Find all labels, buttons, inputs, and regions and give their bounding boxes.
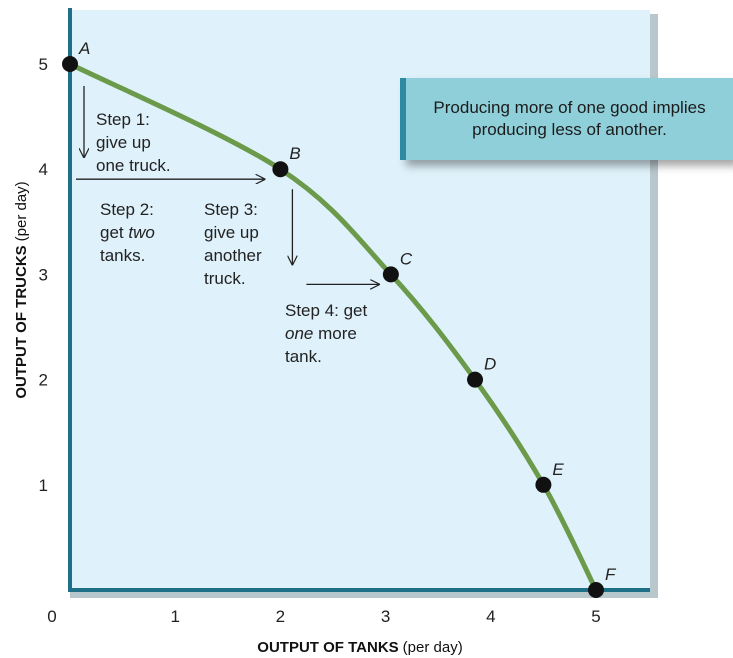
y-tick-label: 1 (39, 476, 48, 495)
x-tick-label: 2 (276, 607, 285, 626)
data-points: A B C D E F (62, 39, 617, 598)
step2-annotation: Step 2: get two tanks. (100, 200, 160, 265)
point-d (467, 371, 484, 388)
x-tick-label: 1 (170, 607, 179, 626)
y-tick-labels: 1 2 3 4 5 (39, 55, 48, 495)
point-label-b: B (289, 144, 300, 163)
point-label-e: E (552, 460, 564, 479)
plot-shadow (70, 590, 650, 598)
point-f (588, 582, 604, 598)
point-b (272, 161, 289, 178)
step1-annotation: Step 1: give up one truck. (96, 110, 171, 175)
step3-annotation: Step 3: give up another truck. (204, 200, 266, 288)
step-arrows (76, 86, 379, 284)
y-axis-title: OUTPUT OF TRUCKS(per day) (13, 181, 30, 398)
point-c (382, 266, 399, 283)
x-axis-title: OUTPUT OF TANKS (per day) (257, 639, 462, 656)
point-a (62, 56, 78, 72)
point-label-f: F (605, 565, 617, 584)
callout-text: Producing more of one good implies produ… (433, 98, 706, 139)
x-tick-label: 3 (381, 607, 390, 626)
x-tick-label: 5 (591, 607, 600, 626)
point-e (535, 476, 552, 493)
x-tick-label: 0 (47, 607, 56, 626)
x-tick-labels: 0 1 2 3 4 5 (47, 607, 600, 626)
y-tick-label: 5 (39, 55, 48, 74)
point-label-d: D (484, 355, 496, 374)
point-label-a: A (78, 39, 90, 58)
plot-shadow-right (650, 14, 658, 598)
y-tick-label: 3 (39, 265, 48, 284)
y-tick-label: 2 (39, 371, 48, 390)
step4-annotation: Step 4: get one more tank. (285, 301, 372, 366)
callout-box: Producing more of one good implies produ… (400, 78, 733, 160)
x-tick-label: 4 (486, 607, 495, 626)
y-tick-label: 4 (39, 160, 48, 179)
point-label-c: C (400, 249, 413, 268)
